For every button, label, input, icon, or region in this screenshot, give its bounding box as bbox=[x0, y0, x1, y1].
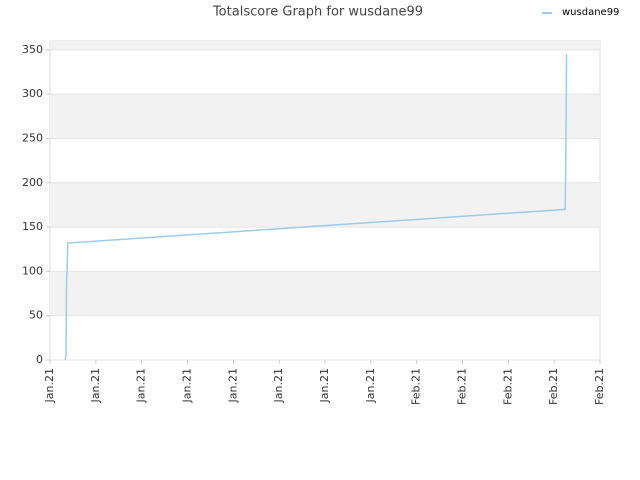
grid-band bbox=[50, 41, 600, 50]
x-tick-label: Jan.21 bbox=[43, 368, 56, 403]
y-tick-label: 100 bbox=[22, 264, 43, 277]
y-tick-label: 300 bbox=[22, 87, 43, 100]
x-tick-label: Jan.21 bbox=[364, 368, 377, 403]
grid-band bbox=[50, 182, 600, 228]
chart-title: Totalscore Graph for wusdane99 bbox=[212, 5, 423, 20]
y-tick-label: 200 bbox=[22, 176, 43, 189]
x-tick-label: Jan.21 bbox=[318, 368, 331, 403]
grid-band bbox=[50, 271, 600, 316]
x-tick-label: Jan.21 bbox=[89, 368, 102, 403]
legend-label: wusdane99 bbox=[562, 7, 619, 18]
y-tick-label: 350 bbox=[22, 43, 43, 56]
x-tick-label: Jan.21 bbox=[272, 368, 285, 403]
grid-band bbox=[50, 94, 600, 139]
x-tick-label: Jan.21 bbox=[226, 368, 239, 403]
x-tick-label: Jan.21 bbox=[135, 368, 148, 403]
x-tick-label: Feb.21 bbox=[501, 368, 514, 405]
x-tick-label: Feb.21 bbox=[456, 368, 469, 405]
y-tick-label: 150 bbox=[22, 220, 43, 233]
y-tick-label: 0 bbox=[36, 353, 43, 366]
y-tick-label: 50 bbox=[29, 309, 43, 322]
x-tick-label: Feb.21 bbox=[410, 368, 423, 405]
series-line bbox=[64, 54, 568, 361]
x-tick-label: Jan.21 bbox=[181, 368, 194, 403]
x-tick-label: Feb.21 bbox=[547, 368, 560, 405]
y-tick-label: 250 bbox=[22, 131, 43, 144]
x-tick-label: Feb.21 bbox=[593, 368, 606, 405]
